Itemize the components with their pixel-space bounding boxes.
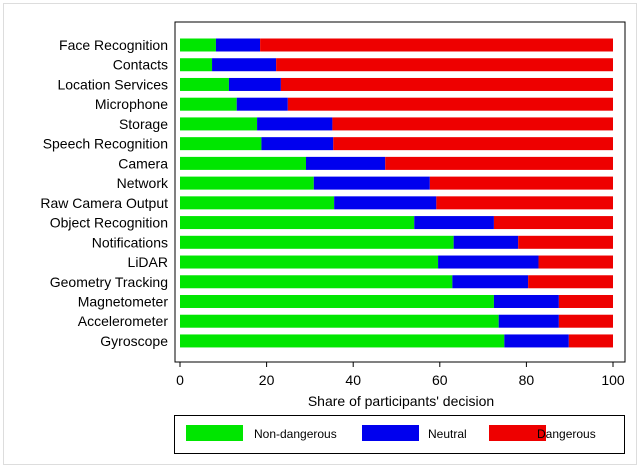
- bar-segment-neutral-2: [228, 77, 281, 91]
- category-label: Geometry Tracking: [50, 274, 168, 290]
- bar-segment-neutral-13: [493, 294, 559, 308]
- legend-swatch-dangerous: [489, 425, 546, 441]
- bar-segment-neutral-4: [257, 117, 333, 131]
- bar-segment-non-dangerous-1: [180, 58, 213, 72]
- category-label: LiDAR: [128, 254, 168, 270]
- legend-label: Neutral: [428, 427, 467, 441]
- category-label: Object Recognition: [50, 215, 168, 231]
- bar-segment-non-dangerous-11: [180, 255, 439, 269]
- bar-segment-non-dangerous-6: [180, 156, 307, 170]
- category-label: Face Recognition: [59, 37, 168, 53]
- category-label: Camera: [118, 155, 168, 171]
- bar-segment-dangerous-14: [558, 314, 613, 328]
- bar-segment-non-dangerous-3: [180, 97, 237, 111]
- plot-area: [174, 21, 626, 363]
- x-axis-title: Share of participants' decision: [308, 393, 494, 409]
- category-label: Gyroscope: [100, 333, 168, 349]
- bar-segment-non-dangerous-5: [180, 137, 262, 151]
- bar-segment-non-dangerous-8: [180, 196, 335, 210]
- legend: Non-dangerous Neutral Dangerous: [186, 425, 596, 441]
- bar-segment-neutral-10: [453, 235, 519, 249]
- category-labels-group: Face Recognition Contacts Location Service…: [40, 37, 169, 349]
- bar-segment-dangerous-7: [429, 176, 613, 190]
- bar-segment-dangerous-13: [558, 294, 613, 308]
- bar-segment-dangerous-15: [568, 334, 613, 348]
- bar-segment-non-dangerous-9: [180, 216, 415, 230]
- bar-segment-neutral-0: [215, 38, 261, 52]
- bar-segment-dangerous-9: [493, 216, 613, 230]
- bar-segment-neutral-11: [438, 255, 539, 269]
- bar-segment-dangerous-11: [538, 255, 613, 269]
- category-label: Location Services: [57, 76, 168, 92]
- category-label: Accelerometer: [78, 313, 169, 329]
- legend-label: Non-dangerous: [254, 427, 337, 441]
- bar-segment-neutral-14: [498, 314, 559, 328]
- category-label: Microphone: [95, 96, 168, 112]
- bar-segment-neutral-7: [313, 176, 430, 190]
- bar-segment-neutral-15: [504, 334, 569, 348]
- x-tick-label: 100: [601, 372, 625, 388]
- bar-segment-dangerous-5: [333, 137, 613, 151]
- bar-segment-non-dangerous-2: [180, 77, 229, 91]
- bar-segment-dangerous-12: [528, 275, 613, 289]
- bar-segment-dangerous-2: [280, 77, 613, 91]
- bar-segment-neutral-8: [334, 196, 437, 210]
- bar-segment-non-dangerous-0: [180, 38, 216, 52]
- category-label: Raw Camera Output: [40, 195, 168, 211]
- category-label: Network: [117, 175, 169, 191]
- x-tick-label: 40: [345, 372, 361, 388]
- x-tick-label: 60: [432, 372, 448, 388]
- bar-segment-non-dangerous-12: [180, 275, 453, 289]
- category-label: Contacts: [113, 57, 168, 73]
- legend-swatch-neutral: [362, 425, 419, 441]
- category-label: Speech Recognition: [43, 136, 168, 152]
- bar-segment-non-dangerous-4: [180, 117, 258, 131]
- x-tick-label: 80: [519, 372, 535, 388]
- category-label: Notifications: [92, 234, 168, 250]
- x-tick-label: 0: [176, 372, 184, 388]
- bars-group: [180, 38, 613, 348]
- x-axis: 0 20 40 60 80 100: [176, 362, 625, 388]
- bar-segment-dangerous-1: [276, 58, 613, 72]
- bar-segment-dangerous-10: [518, 235, 613, 249]
- category-label: Storage: [119, 116, 168, 132]
- bar-segment-non-dangerous-13: [180, 294, 494, 308]
- bar-segment-neutral-5: [261, 137, 334, 151]
- bar-segment-dangerous-8: [436, 196, 613, 210]
- bar-segment-dangerous-3: [287, 97, 613, 111]
- x-tick-label: 20: [259, 372, 275, 388]
- bar-segment-dangerous-0: [260, 38, 613, 52]
- bar-segment-dangerous-4: [332, 117, 613, 131]
- bar-segment-non-dangerous-7: [180, 176, 314, 190]
- bar-segment-non-dangerous-10: [180, 235, 454, 249]
- legend-swatch-non-dangerous: [186, 425, 243, 441]
- bar-segment-neutral-12: [452, 275, 529, 289]
- category-label: Magnetometer: [78, 293, 169, 309]
- legend-label: Dangerous: [537, 427, 596, 441]
- bar-segment-dangerous-6: [385, 156, 613, 170]
- bar-segment-neutral-6: [306, 156, 386, 170]
- bar-segment-neutral-1: [212, 58, 277, 72]
- bar-segment-neutral-9: [414, 216, 494, 230]
- bar-segment-neutral-3: [236, 97, 288, 111]
- bar-segment-non-dangerous-15: [180, 334, 505, 348]
- bar-segment-non-dangerous-14: [180, 314, 499, 328]
